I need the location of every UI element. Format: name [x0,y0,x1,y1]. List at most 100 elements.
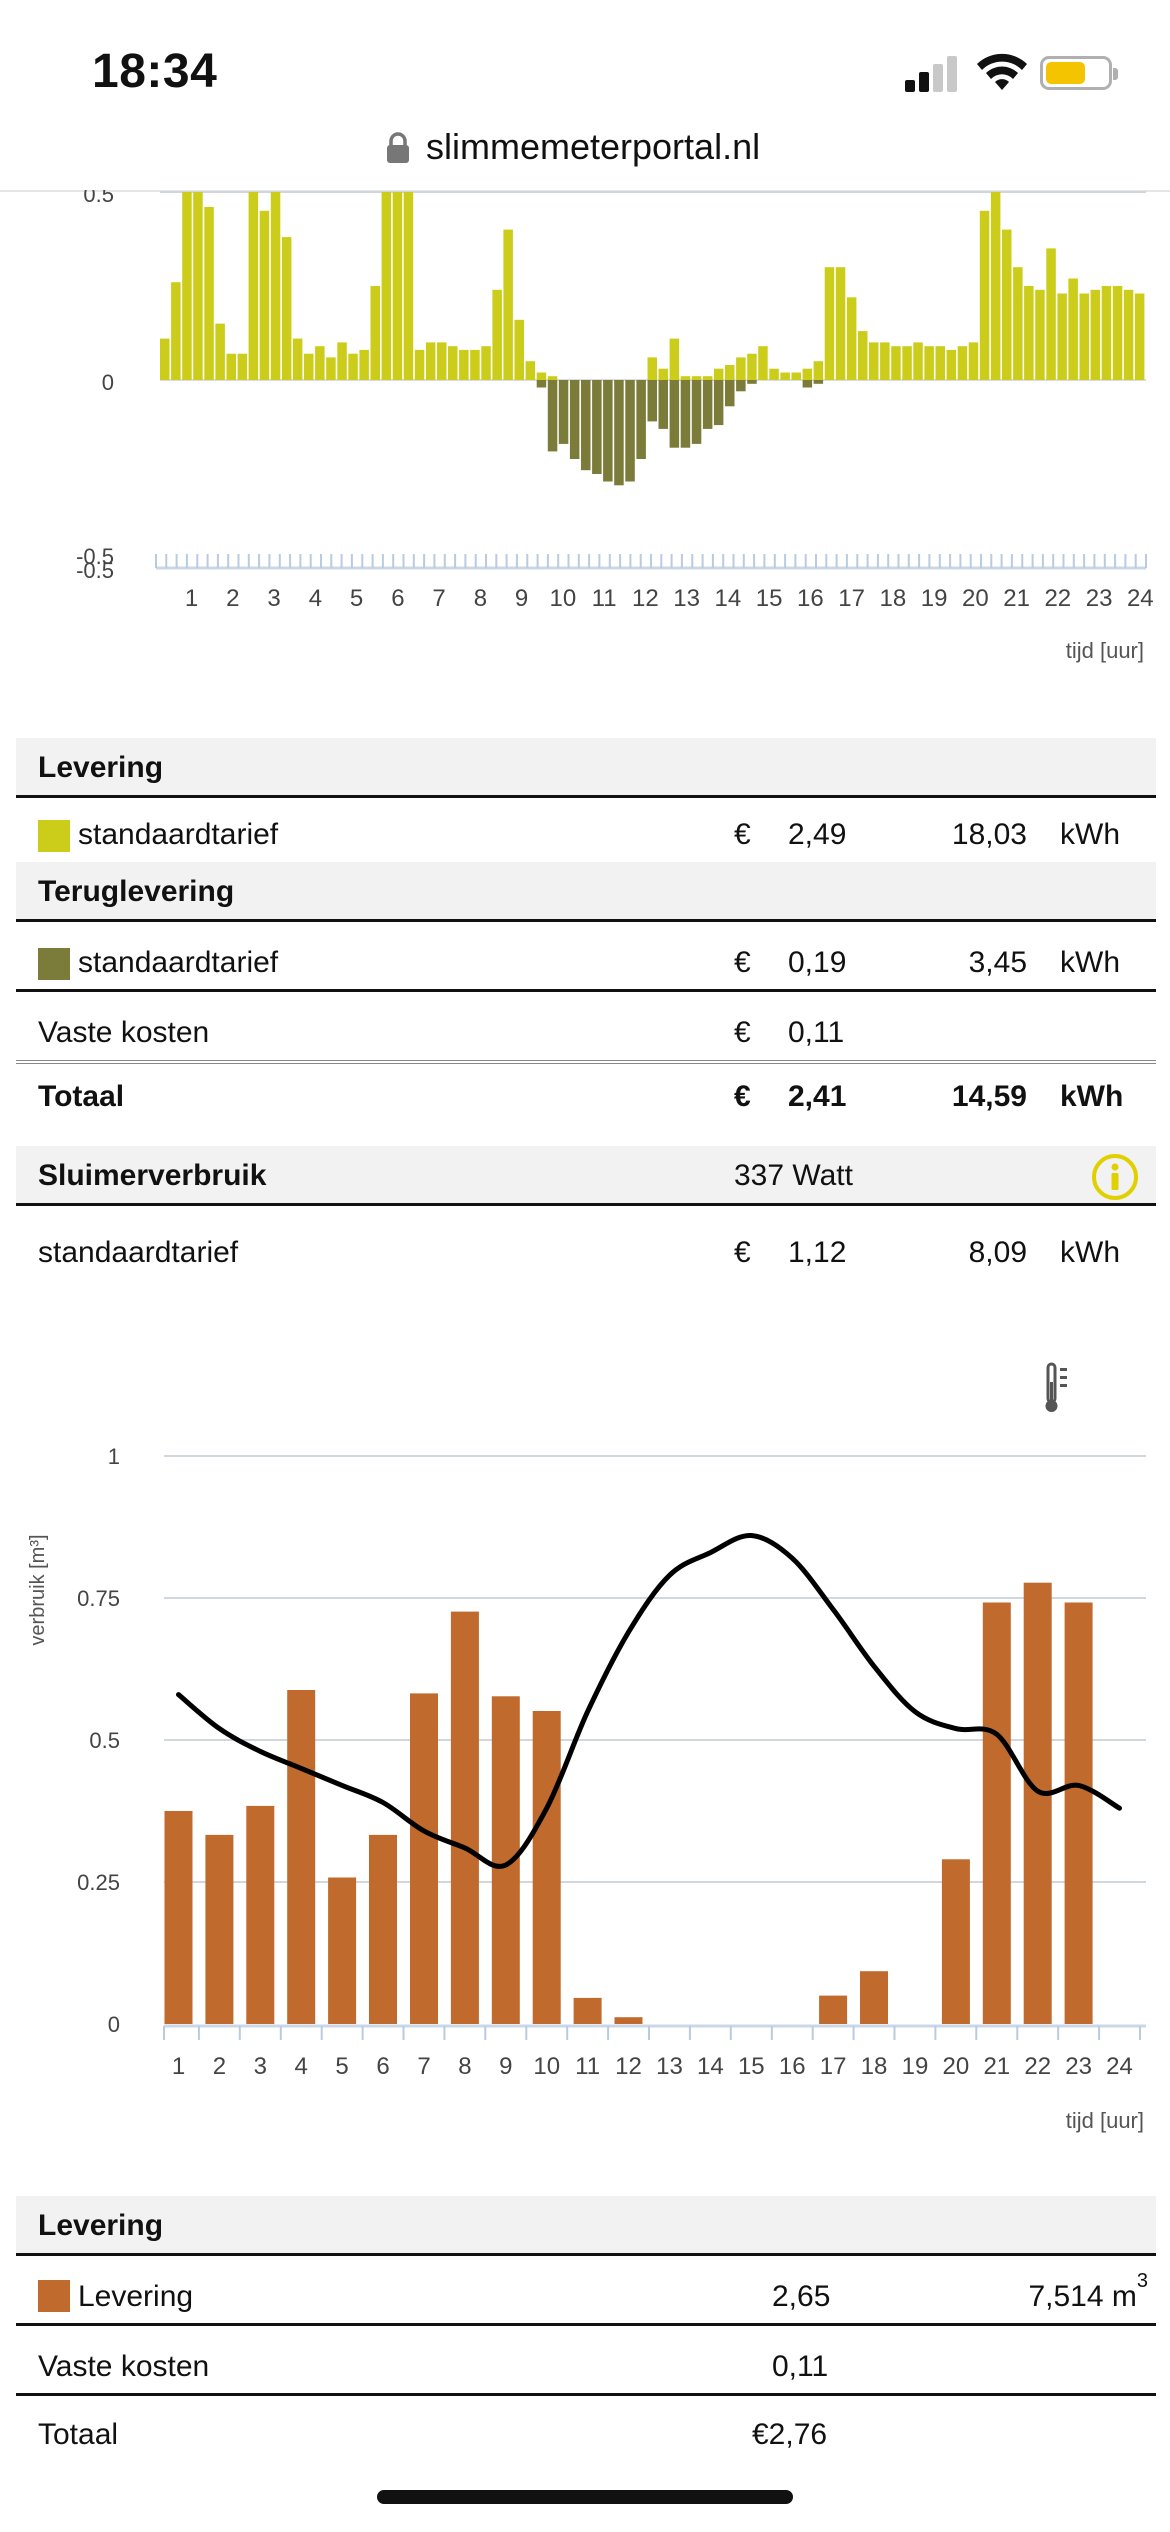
sluimerverbruik-label: Sluimerverbruik [38,1159,267,1192]
temperature-line [176,1532,1122,1869]
gas-bar [369,1834,397,2024]
elec-xtick-label: 20 [962,585,989,612]
elec-ytick-label: 0 [102,370,114,395]
teruglevering-bar [813,380,824,384]
status-time: 18:34 [92,45,218,98]
levering-bar [492,289,502,380]
gas-bar [328,1877,357,2024]
home-indicator[interactable] [377,2490,793,2504]
levering-bar [791,372,801,380]
teruglevering-bar [647,380,657,422]
teruglevering-bar [802,380,813,388]
levering-bar [691,376,702,380]
vaste-kosten-row: Vaste kosten € 0,11 [16,992,1156,1064]
gas-bar [573,1997,602,2024]
gas-levering-row-amount: 2,65 [772,2280,831,2313]
levering-bar [204,207,214,380]
thermometer-icon[interactable] [1040,1362,1070,1414]
levering-bar [824,267,835,380]
elec-xtick-label: 3 [267,585,280,612]
gas-bar [532,1711,561,2024]
gas-levering-row-label: Levering [78,2280,194,2313]
gas-xtick-label: 6 [376,2053,389,2080]
gas-xtick-label: 14 [697,2053,724,2080]
gas-xtick-label: 21 [983,2053,1010,2080]
levering-bar [702,376,713,380]
levering-bar [337,342,347,380]
levering-bar [182,192,192,380]
levering-bar [359,349,369,380]
cellular-signal-icon [905,54,961,92]
levering-row-usage: 18,03 [951,818,1027,851]
elec-xtick-label: 18 [880,585,907,612]
vaste-kosten-currency: € [734,1016,751,1049]
gas-levering-header-label: Levering [38,2209,164,2242]
teruglevering-header: Teruglevering [16,862,1156,922]
teruglevering-bar [713,380,724,426]
info-icon[interactable] [1090,1152,1140,1202]
levering-bar [348,353,358,380]
gas-vaste-kosten-amount: 0,11 [772,2350,829,2383]
elec-xtick-label: 9 [515,585,528,612]
levering-bar [1013,267,1023,380]
levering-bar [669,338,680,380]
teruglevering-bar [669,380,680,448]
levering-bar [780,372,790,380]
teruglevering-header-label: Teruglevering [38,875,235,908]
levering-bar [680,376,691,380]
elec-ytick-label: 0.5 [83,190,114,207]
gas-xtick-label: 1 [172,2053,185,2080]
teruglevering-bar [547,380,558,452]
gas-bar [410,1693,438,2024]
gas-xtick-label: 8 [458,2053,471,2080]
elec-xtick-label: 23 [1086,585,1113,612]
gas-xtick-label: 15 [738,2053,765,2080]
levering-bar [425,342,436,380]
teruglevering-bar [636,380,646,459]
teruglevering-row: standaardtarief € 0,19 3,45 kWh [16,922,1156,992]
elec-xtick-label: 7 [432,585,445,612]
gas-y-axis-title: verbruik [m³] [27,1534,49,1645]
teruglevering-row-amount: 0,19 [788,946,847,979]
levering-row-amount: 2,49 [788,818,847,851]
teruglevering-bar [736,380,746,392]
gas-bar [1064,1602,1093,2024]
gas-bar [246,1805,275,2024]
levering-bar [1002,229,1012,380]
levering-bar [946,349,957,380]
address-bar[interactable]: slimmemeterportal.nl [0,118,1170,188]
wifi-icon [977,53,1027,90]
levering-row-label: standaardtarief [78,818,279,851]
sluimerverbruik-row-label: standaardtarief [38,1236,239,1269]
levering-header-label: Levering [38,751,164,784]
gas-bar [287,1690,316,2024]
teruglevering-bar [603,380,613,482]
levering-bar [647,357,657,380]
teruglevering-legend-swatch [38,948,70,980]
gas-bar [941,1859,970,2024]
elec-xtick-label: 21 [1003,585,1030,612]
elec-ytick-label: -0.5 [76,544,114,569]
gas-xtick-label: 24 [1106,2053,1133,2080]
gas-ytick-label: 0.5 [89,1728,120,1753]
levering-bar [1079,293,1089,380]
levering-bar [392,192,403,380]
teruglevering-bar [725,380,735,407]
levering-bar [968,342,979,380]
gas-ytick-label: 0.25 [77,1870,120,1895]
gas-ytick-label: 0 [108,2012,120,2037]
lock-icon [387,132,409,163]
vaste-kosten-label: Vaste kosten [38,1016,210,1049]
totaal-currency: € [734,1080,751,1113]
gas-summary-table: Levering Levering 2,65 7,514 m3 Vaste ko… [16,2196,1156,2466]
totaal-amount: 2,41 [788,1080,847,1113]
totaal-unit: kWh [1060,1080,1124,1113]
teruglevering-bar [581,380,591,471]
gas-xtick-label: 13 [656,2053,683,2080]
teruglevering-bar [536,380,547,388]
levering-bar [160,338,170,380]
battery-icon [1040,56,1118,90]
gas-xtick-label: 3 [254,2053,267,2080]
levering-bar [259,210,270,380]
